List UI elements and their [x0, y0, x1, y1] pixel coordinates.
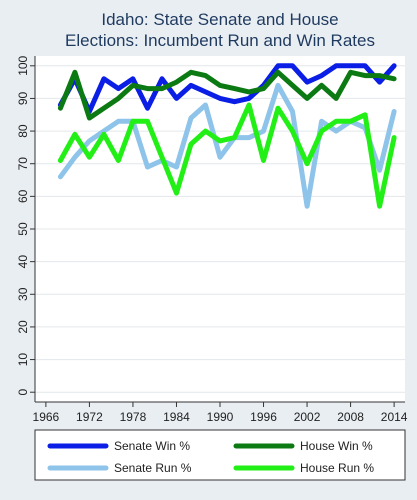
- legend: Senate Win % House Win % Senate Run % House…: [34, 429, 406, 481]
- x-tick-label-1984: 1984: [163, 410, 190, 424]
- y-tick-label-60: 60: [16, 189, 30, 203]
- series-line-house-run: [57, 102, 397, 209]
- y-tick-label-30: 30: [16, 287, 30, 301]
- y-tick-label-70: 70: [16, 157, 30, 171]
- chart-title-line-1: Idaho: State Senate and House: [101, 10, 338, 29]
- x-tick-label-2014: 2014: [381, 410, 408, 424]
- y-tick-label-10: 10: [16, 353, 30, 367]
- chart-title-line-2: Elections: Incumbent Run and Win Rates: [65, 31, 375, 50]
- x-tick-label-1972: 1972: [76, 410, 103, 424]
- series-line-senate-run: [57, 82, 397, 209]
- series-line-house-win: [57, 69, 397, 121]
- y-tick-label-80: 80: [16, 124, 30, 138]
- legend-label-senate-win: Senate Win %: [114, 439, 190, 453]
- x-tick-label-2002: 2002: [294, 410, 321, 424]
- y-tick-label-40: 40: [16, 255, 30, 269]
- x-tick-label-2008: 2008: [337, 410, 364, 424]
- series-line-senate-win: [57, 63, 397, 114]
- axes: 0 10 20 30 40 50 60 70 80 90 100 1966 1972 1978 1984 19…: [16, 55, 408, 424]
- legend-label-house-run: House Run %: [300, 461, 374, 475]
- x-tick-label-1990: 1990: [207, 410, 234, 424]
- y-tick-label-100: 100: [16, 55, 30, 75]
- y-tick-label-90: 90: [16, 91, 30, 105]
- legend-label-house-win: House Win %: [300, 439, 373, 453]
- legend-box: [34, 429, 406, 481]
- y-tick-label-20: 20: [16, 320, 30, 334]
- x-tick-label-1978: 1978: [120, 410, 147, 424]
- grid-lines: [35, 65, 405, 393]
- legend-label-senate-run: Senate Run %: [114, 461, 192, 475]
- y-tick-label-50: 50: [16, 222, 30, 236]
- x-tick-label-1996: 1996: [250, 410, 277, 424]
- x-tick-label-1966: 1966: [33, 410, 60, 424]
- y-tick-label-0: 0: [16, 389, 30, 396]
- series-layer: [57, 63, 397, 209]
